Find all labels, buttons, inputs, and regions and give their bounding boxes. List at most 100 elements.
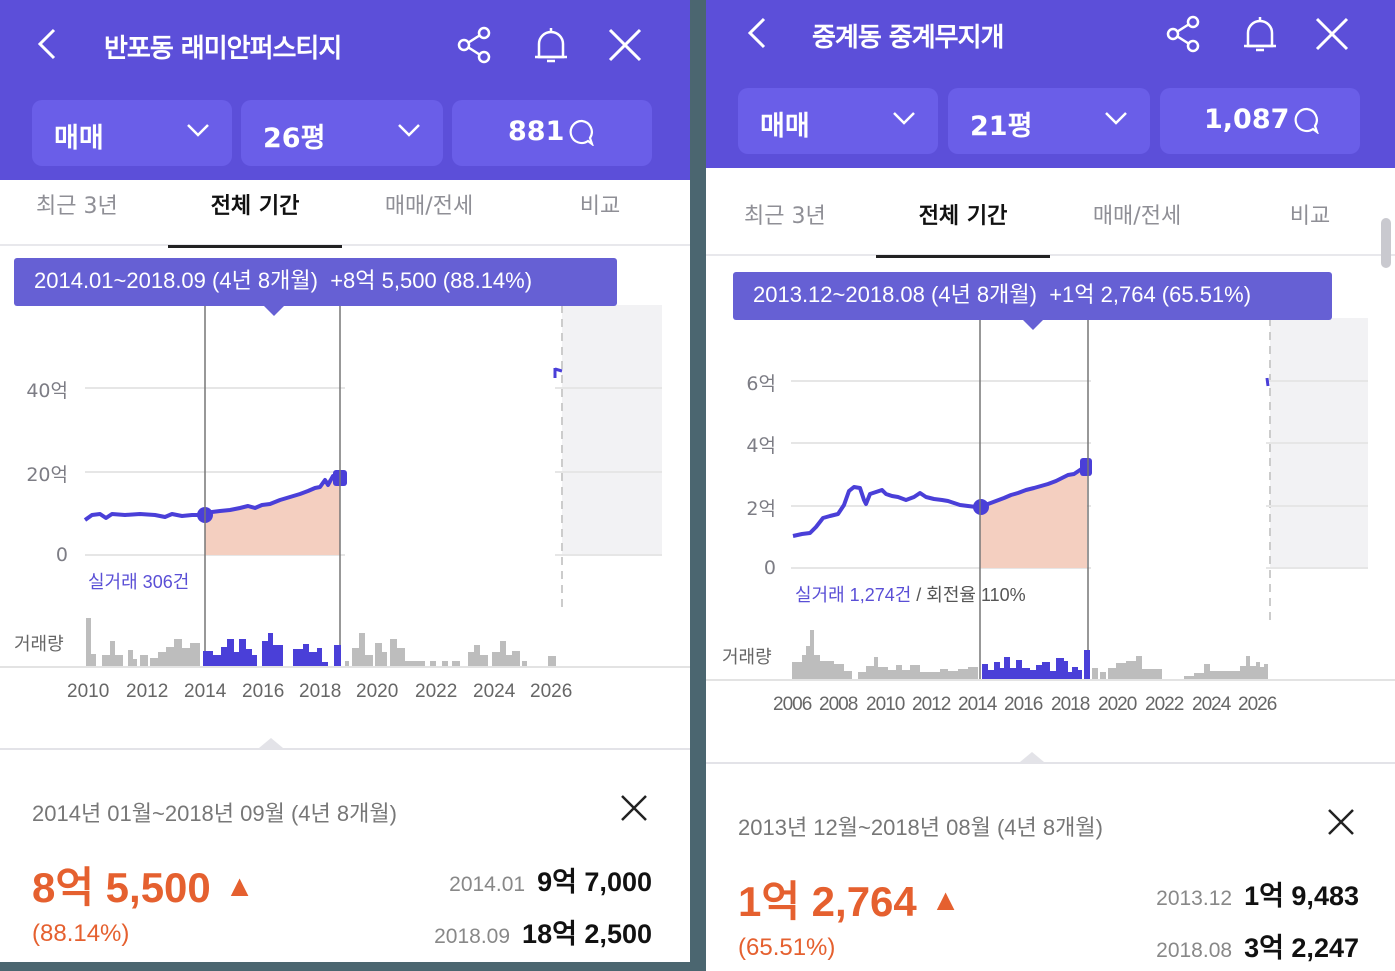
share-icon[interactable] xyxy=(1163,13,1205,55)
start-price: 2014.01 9억 7,000 xyxy=(449,860,652,899)
x-tick: 2018 xyxy=(299,681,342,702)
scrollbar-thumb[interactable] xyxy=(1381,218,1391,268)
size-select[interactable]: 21평 xyxy=(948,88,1150,154)
x-tick: 2020 xyxy=(356,681,399,702)
price-chart[interactable]: 2013.12~2018.08 (4년 8개월) +1억 2,764 (65.5… xyxy=(706,0,1395,760)
turnover-rate: / 회전율 110% xyxy=(911,585,1026,605)
end-date: 2018.09 xyxy=(434,925,511,948)
speech-bubble-icon xyxy=(1295,107,1320,134)
start-price-value: 1억 9,483 xyxy=(1244,881,1359,911)
tab-recent-3y[interactable]: 최근 3년 xyxy=(36,194,118,219)
end-date: 2018.08 xyxy=(1156,939,1233,962)
x-tick: 2014 xyxy=(184,681,227,702)
x-tick: 2024 xyxy=(473,681,516,702)
tab-all-period[interactable]: 전체 기간 xyxy=(876,198,1050,258)
price-change: 8억 5,500 ▲ xyxy=(32,854,254,915)
tab-sale-jeonse[interactable]: 매매/전세 xyxy=(384,194,474,219)
end-price-value: 3억 2,247 xyxy=(1244,933,1359,963)
price-change-percent: (88.14%) xyxy=(32,920,130,947)
price-chart-svg xyxy=(0,305,690,668)
summary-close-icon[interactable] xyxy=(1325,806,1357,838)
period-tabs: 최근 3년 전체 기간 매매/전세 비교 xyxy=(706,190,1395,258)
y-tick-4: 4억 xyxy=(746,435,776,457)
up-triangle-icon: ▲ xyxy=(930,884,961,917)
y-tick-6: 6억 xyxy=(746,373,776,395)
start-price-value: 9억 7,000 xyxy=(537,867,652,897)
period-tabs: 최근 3년 전체 기간 매매/전세 비교 xyxy=(0,180,690,248)
x-tick: 2018 xyxy=(1051,694,1090,715)
chevron-down-icon xyxy=(893,112,915,125)
trade-type-value: 매매 xyxy=(760,111,810,142)
size-value: 21평 xyxy=(970,111,1033,142)
x-tick: 2010 xyxy=(67,681,110,702)
size-select[interactable]: 26평 xyxy=(241,100,443,166)
tab-compare[interactable]: 비교 xyxy=(579,194,621,219)
summary-pointer xyxy=(1020,752,1044,762)
price-change-percent: (65.51%) xyxy=(738,934,836,961)
trade-type-value: 매매 xyxy=(54,123,104,154)
end-price: 2018.09 18억 2,500 xyxy=(434,912,652,951)
end-price-value: 18억 2,500 xyxy=(522,919,652,949)
price-change-value: 1억 2,764 xyxy=(738,878,917,925)
back-chevron-left-icon[interactable] xyxy=(740,15,776,51)
apartment-panel-banpo: 반포동 래미안퍼스티지 매매 26평 881 최근 3년 전체 기간 매매/전세… xyxy=(0,0,690,962)
y-tick-2: 2억 xyxy=(746,498,776,520)
x-tick: 2024 xyxy=(1192,694,1231,715)
trade-type-select[interactable]: 매매 xyxy=(738,88,938,154)
comments-button[interactable]: 881 xyxy=(452,100,652,166)
chevron-down-icon xyxy=(1105,112,1127,125)
x-tick: 2012 xyxy=(912,694,951,715)
x-tick: 2010 xyxy=(866,694,905,715)
chevron-down-icon xyxy=(398,124,420,137)
transaction-count: 실거래 306건 xyxy=(88,572,190,592)
y-tick-0: 0 xyxy=(763,557,776,579)
x-tick: 2014 xyxy=(958,694,997,715)
selection-tooltip: 2014.01~2018.09 (4년 8개월) +8억 5,500 (88.1… xyxy=(14,258,617,316)
comment-count: 1,087 xyxy=(1204,104,1290,135)
page-title: 중계동 중계무지개 xyxy=(812,23,1004,53)
period-summary: 2014년 01월~2018년 09월 (4년 8개월) 8억 5,500 ▲ (… xyxy=(0,748,690,962)
page-title: 반포동 래미안퍼스티지 xyxy=(104,34,342,64)
price-chart[interactable]: 2014.01~2018.09 (4년 8개월) +8억 5,500 (88.1… xyxy=(0,0,690,750)
summary-close-icon[interactable] xyxy=(618,792,650,824)
transaction-count-value: 실거래 1,274건 xyxy=(795,585,912,605)
period-summary: 2013년 12월~2018년 08월 (4년 8개월) 1억 2,764 ▲ (… xyxy=(706,762,1395,971)
bell-icon[interactable] xyxy=(530,24,572,66)
comment-count: 881 xyxy=(508,116,565,147)
summary-pointer xyxy=(259,738,283,748)
bell-icon[interactable] xyxy=(1239,13,1281,55)
trade-type-select[interactable]: 매매 xyxy=(32,100,232,166)
x-tick: 2026 xyxy=(530,681,573,702)
tab-sale-jeonse[interactable]: 매매/전세 xyxy=(1092,204,1182,229)
x-tick: 2022 xyxy=(1145,694,1184,715)
start-date: 2013.12 xyxy=(1156,887,1233,910)
header: 반포동 래미안퍼스티지 매매 26평 881 xyxy=(0,0,690,180)
tab-compare[interactable]: 비교 xyxy=(1289,204,1331,229)
volume-label: 거래량 xyxy=(722,647,772,668)
y-tick-0: 0 xyxy=(55,544,68,566)
apartment-panel-junggye: 중계동 중계무지개 매매 21평 1,087 최근 3년 전체 기간 매매/전세… xyxy=(706,0,1395,971)
x-tick: 2016 xyxy=(1004,694,1043,715)
comments-button[interactable]: 1,087 xyxy=(1160,88,1360,154)
x-tick: 2008 xyxy=(819,694,858,715)
summary-range: 2014년 01월~2018년 09월 (4년 8개월) xyxy=(32,801,397,826)
close-icon[interactable] xyxy=(604,24,646,66)
x-tick: 2012 xyxy=(126,681,169,702)
volume-label: 거래량 xyxy=(14,634,64,655)
price-chart-svg xyxy=(706,318,1395,681)
back-chevron-left-icon[interactable] xyxy=(30,26,66,62)
speech-bubble-icon xyxy=(569,119,595,146)
transaction-count: 실거래 1,274건 / 회전율 110% xyxy=(795,581,1026,607)
close-icon[interactable] xyxy=(1311,13,1353,55)
x-tick: 2006 xyxy=(773,694,812,715)
x-tick: 2022 xyxy=(415,681,458,702)
tab-all-period[interactable]: 전체 기간 xyxy=(168,188,342,248)
price-change: 1억 2,764 ▲ xyxy=(738,868,960,929)
tab-recent-3y[interactable]: 최근 3년 xyxy=(744,204,826,229)
x-tick: 2016 xyxy=(242,681,285,702)
end-price: 2018.08 3억 2,247 xyxy=(1156,926,1359,965)
start-price: 2013.12 1억 9,483 xyxy=(1156,874,1359,913)
share-icon[interactable] xyxy=(454,24,496,66)
start-date: 2014.01 xyxy=(449,873,526,896)
size-value: 26평 xyxy=(263,123,326,154)
